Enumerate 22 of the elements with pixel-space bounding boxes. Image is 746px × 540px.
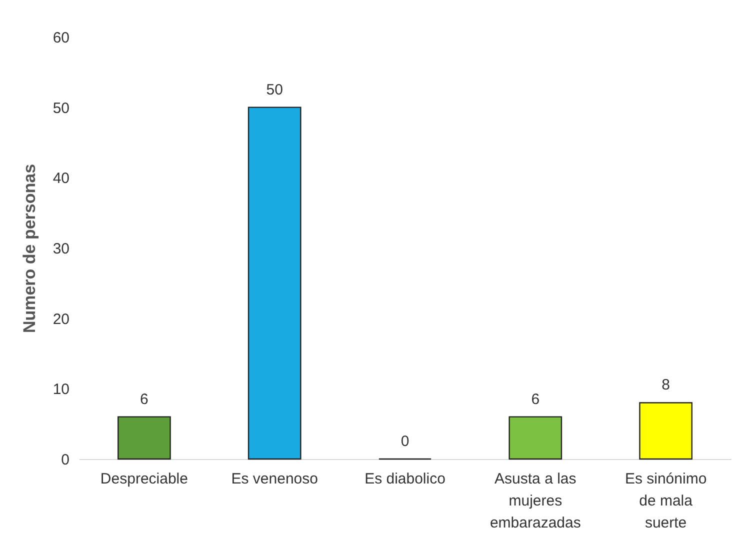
y-tick-label: 50 [52, 100, 70, 117]
data-label: 50 [266, 81, 283, 98]
bar [508, 416, 562, 460]
data-label: 6 [140, 390, 148, 408]
y-axis-title: Numero de personas [20, 164, 39, 334]
x-tick-label: Asusta a las mujeres embarazadas [490, 470, 581, 532]
y-tick-label: 40 [52, 170, 70, 188]
x-tick-label: Es venenoso [231, 470, 318, 488]
bar [639, 402, 692, 460]
x-tick-label: Despreciable [100, 470, 188, 488]
data-label: 8 [662, 376, 670, 394]
y-tick-label: 20 [52, 310, 70, 328]
y-tick-label: 0 [61, 452, 70, 468]
x-tick-label: Es sinónimo de mala suerte [624, 470, 707, 532]
data-label: 6 [531, 390, 540, 408]
bar [118, 416, 171, 460]
bar [248, 106, 302, 460]
x-tick-label: Es diabolico [364, 470, 446, 488]
y-tick-label: 10 [52, 381, 70, 398]
data-label: 0 [400, 433, 410, 450]
y-tick-label: 30 [52, 240, 70, 258]
y-tick-label: 60 [52, 30, 70, 46]
